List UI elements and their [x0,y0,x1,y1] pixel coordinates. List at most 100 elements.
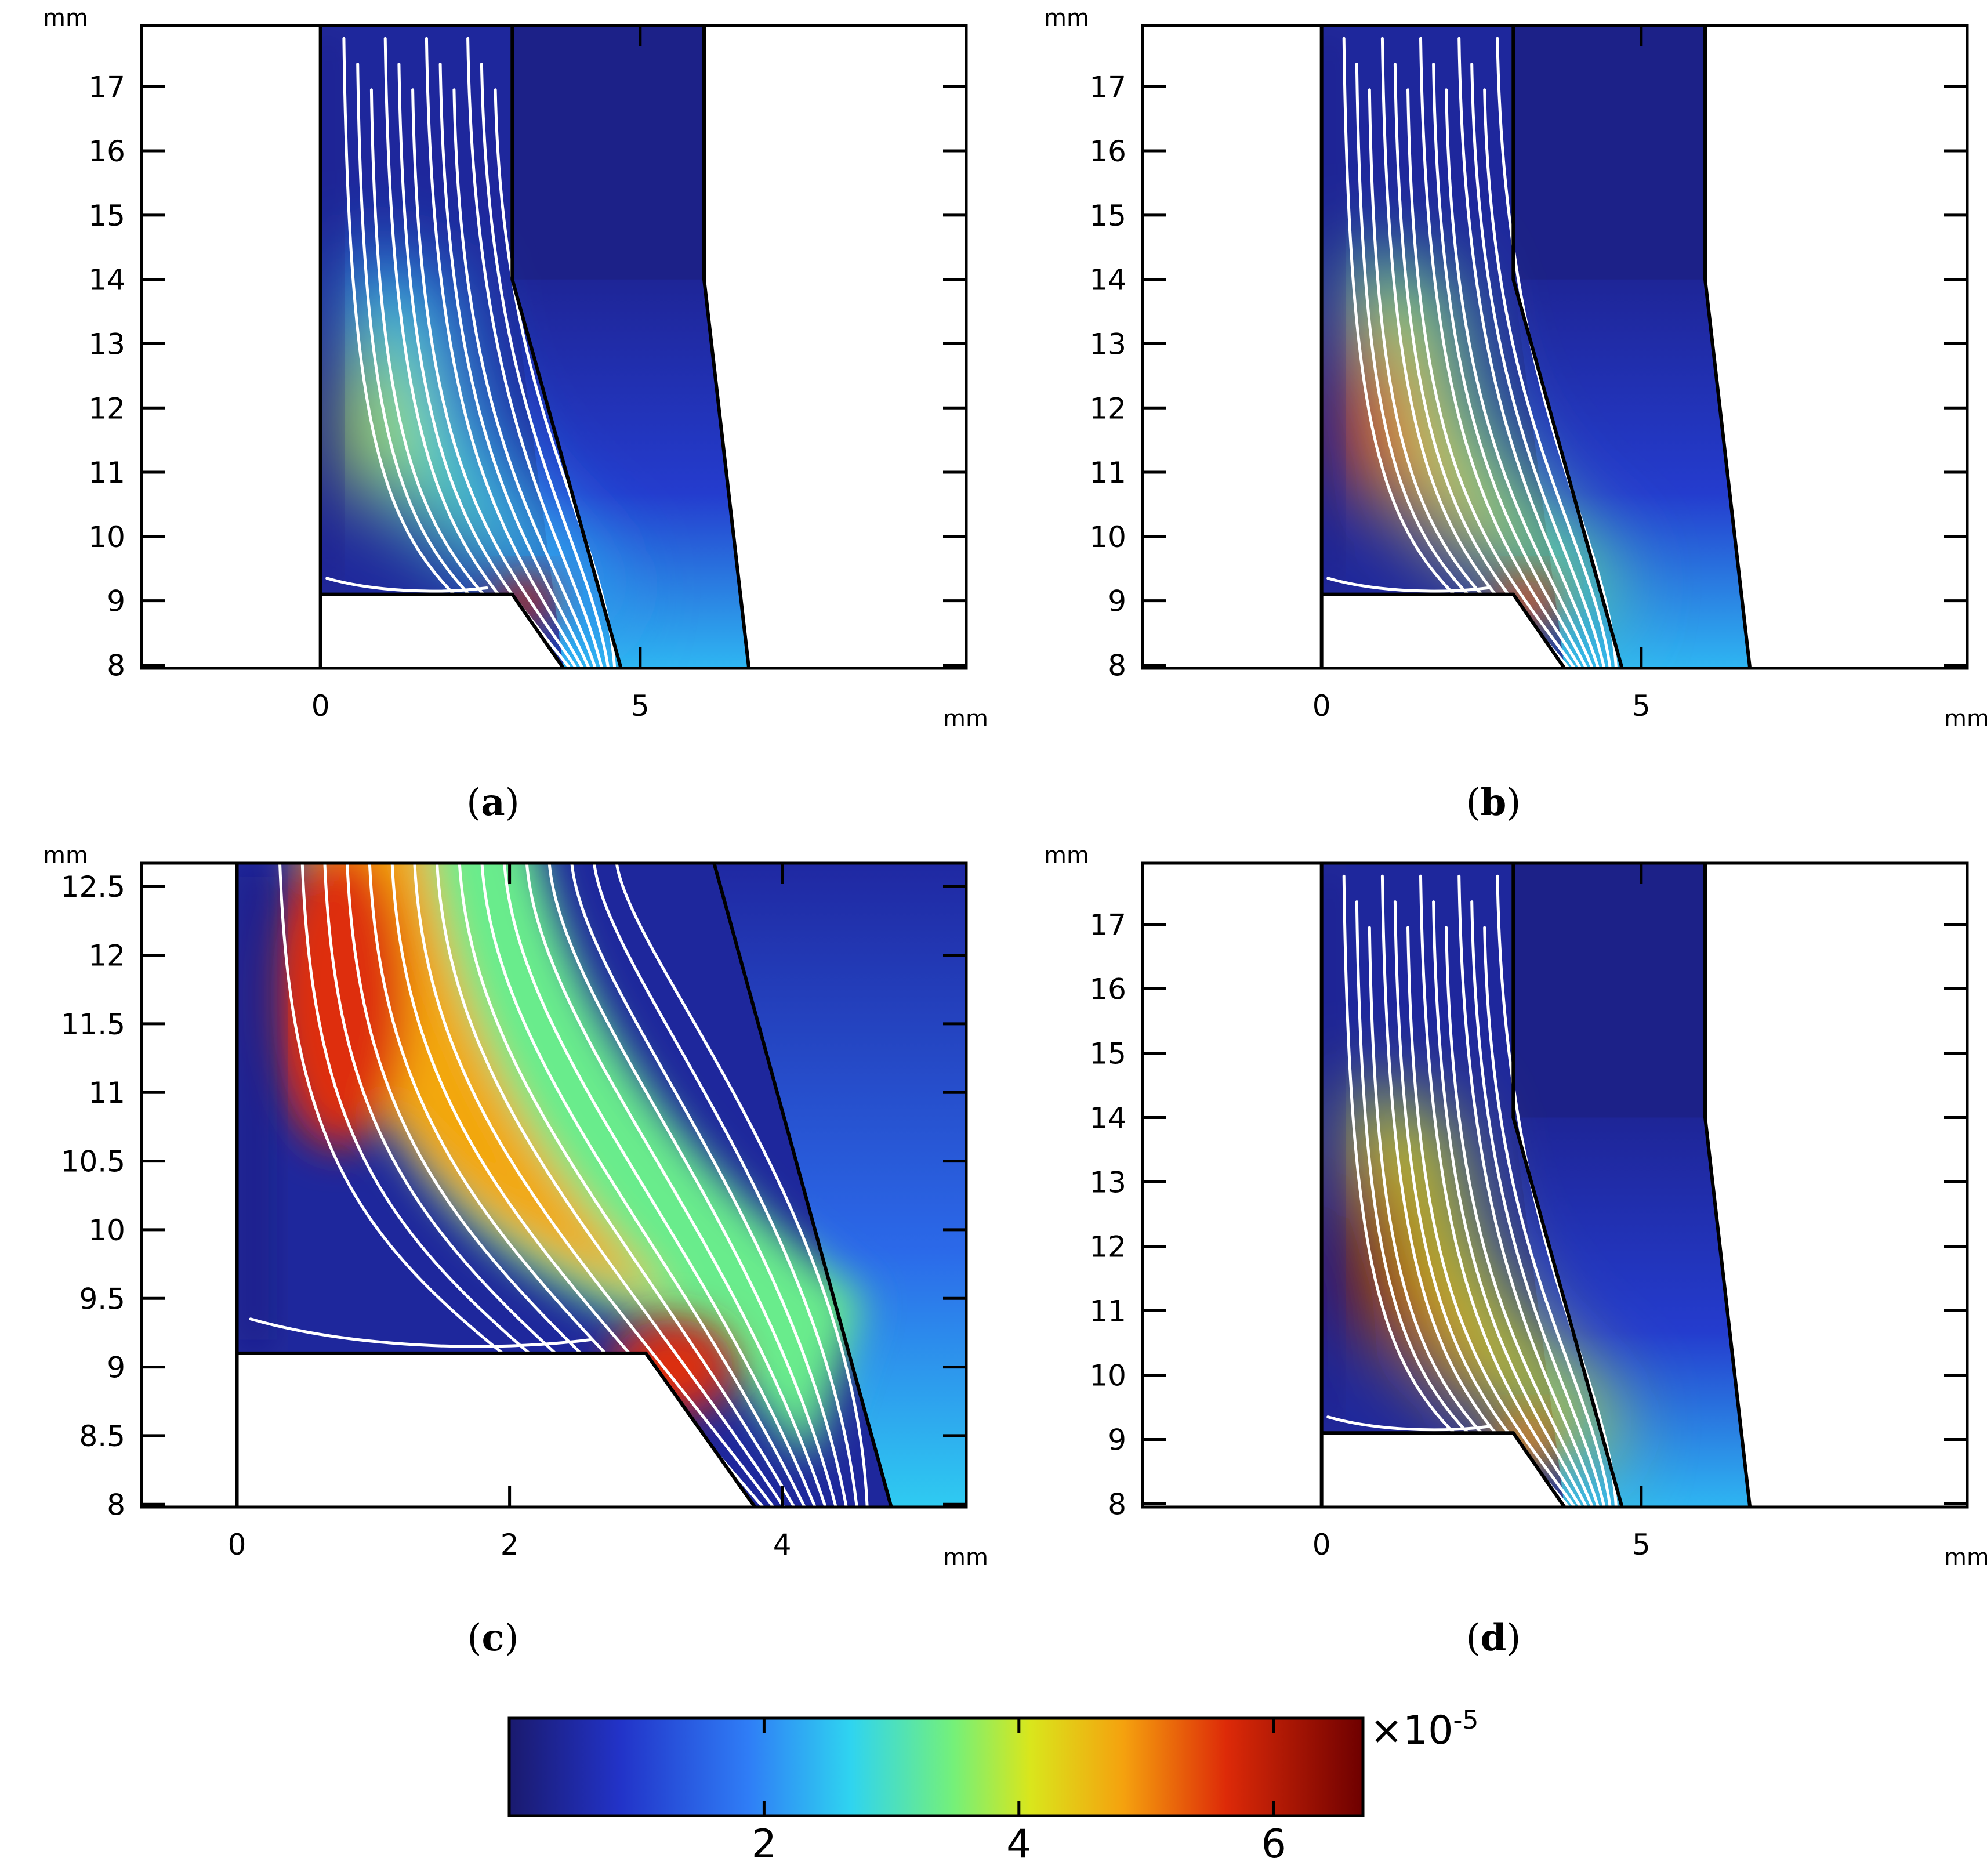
y-tick-label: 9.5 [79,1282,125,1316]
colorbar-tick-label: 6 [1261,1821,1286,1867]
streamline [413,863,775,1507]
streamline [425,37,585,668]
streamline [1432,63,1588,668]
streamline [570,863,848,1507]
streamline-recirculation [249,1317,593,1348]
y-tick-label: 17 [1089,908,1126,941]
plume-core [1337,356,1402,498]
y-tick-label: 10.5 [61,1145,125,1179]
axes-frame [140,861,968,1509]
plume [336,247,615,646]
streamline [1445,926,1594,1507]
y-tick-label: 15 [1089,199,1126,233]
x-unit-label: mm [1944,705,1987,732]
y-tick-label: 12 [1089,392,1126,425]
streamline [1483,88,1612,668]
streamline-recirculation [1326,577,1489,593]
wall-band [237,863,271,1353]
colorbar-tick-label: 4 [1006,1821,1031,1867]
plume-outer [278,863,864,1464]
streamline [458,863,796,1507]
streamline [1496,37,1618,668]
y-tick-label: 15 [88,199,125,233]
y-tick-label: 12 [88,939,125,973]
wall-band [1321,863,1338,1433]
streamline [525,863,827,1507]
geometry-outline [318,26,751,669]
streamline-recirculation [1326,1415,1489,1432]
plume-outer [1340,247,1616,646]
streamline [1406,88,1576,668]
y-tick-label: 12.5 [61,870,125,904]
y-unit-label: mm [43,5,88,31]
corner-hotspot [611,1319,735,1415]
plume-outer [339,247,615,646]
streamline [1496,874,1618,1507]
y-tick-label: 12 [88,392,125,425]
streamline [547,863,837,1507]
x-tick-label: 4 [773,1528,792,1562]
streamline [480,863,806,1507]
x-tick-label: 5 [631,689,650,723]
streamline [1457,37,1600,668]
x-tick-label: 0 [311,689,330,723]
streamline [1445,88,1594,668]
y-tick-label: 9 [1108,1423,1126,1457]
y-tick-label: 11 [1089,1294,1126,1328]
streamline [1457,874,1600,1507]
x-tick-label: 5 [1632,689,1651,723]
x-tick-label: 2 [501,1528,519,1562]
y-tick-label: 13 [1089,1165,1126,1199]
axes-frame [1141,861,1969,1509]
streamline [452,88,597,668]
streamline [436,863,785,1507]
inner-wall [712,863,893,1508]
y-tick-label: 14 [88,263,125,297]
caption-b: (b) [1466,781,1521,824]
streamline [1470,900,1606,1507]
streamline [1470,63,1606,668]
streamline [1432,900,1588,1507]
geometry-outline [1319,863,1752,1508]
plume-mid [349,305,525,569]
streamline [503,863,817,1507]
y-unit-label: mm [1044,842,1089,869]
plume-core [1337,1194,1402,1337]
x-unit-label: mm [943,705,988,732]
caption-a: (a) [466,781,519,824]
streamline [438,63,591,668]
streamline [615,863,869,1507]
geometry-outline [1319,26,1752,669]
streamline [1483,926,1612,1507]
panel-a: 8 9 10 11 12 13 14 15 16 17 0 5 mm mm [43,5,988,732]
y-unit-label: mm [43,842,88,869]
streamline [480,63,610,668]
field-a [320,26,749,668]
x-tick-label: 0 [1312,689,1331,723]
y-tick-label: 16 [1089,972,1126,1006]
y-tick-label: 10 [88,520,125,554]
x-tick-label: 0 [1312,1528,1331,1562]
y-tick-label: 8.5 [79,1419,125,1453]
x-tick-label: 5 [1632,1528,1651,1562]
y-tick-label: 10 [88,1214,125,1247]
y-tick-label: 16 [1089,135,1126,168]
y-tick-label: 9 [107,585,125,618]
outer-wall [702,26,751,669]
field-b [1321,26,1750,668]
caption-d: (d) [1466,1616,1521,1660]
streamline-recirculation [325,577,488,593]
streamline [411,88,578,668]
x-tick-label: 0 [228,1528,246,1562]
inner-wall [510,26,623,669]
x-unit-label: mm [1944,1544,1987,1571]
y-tick-label: 9 [107,1351,125,1385]
outer-wall [1703,26,1752,669]
y-unit-label: mm [1044,5,1089,31]
streamlines [249,863,869,1507]
plume-mid [1350,1143,1526,1407]
y-tick-label: 8 [107,649,125,682]
plume-core [336,356,401,498]
outer-channel-top [512,26,704,280]
